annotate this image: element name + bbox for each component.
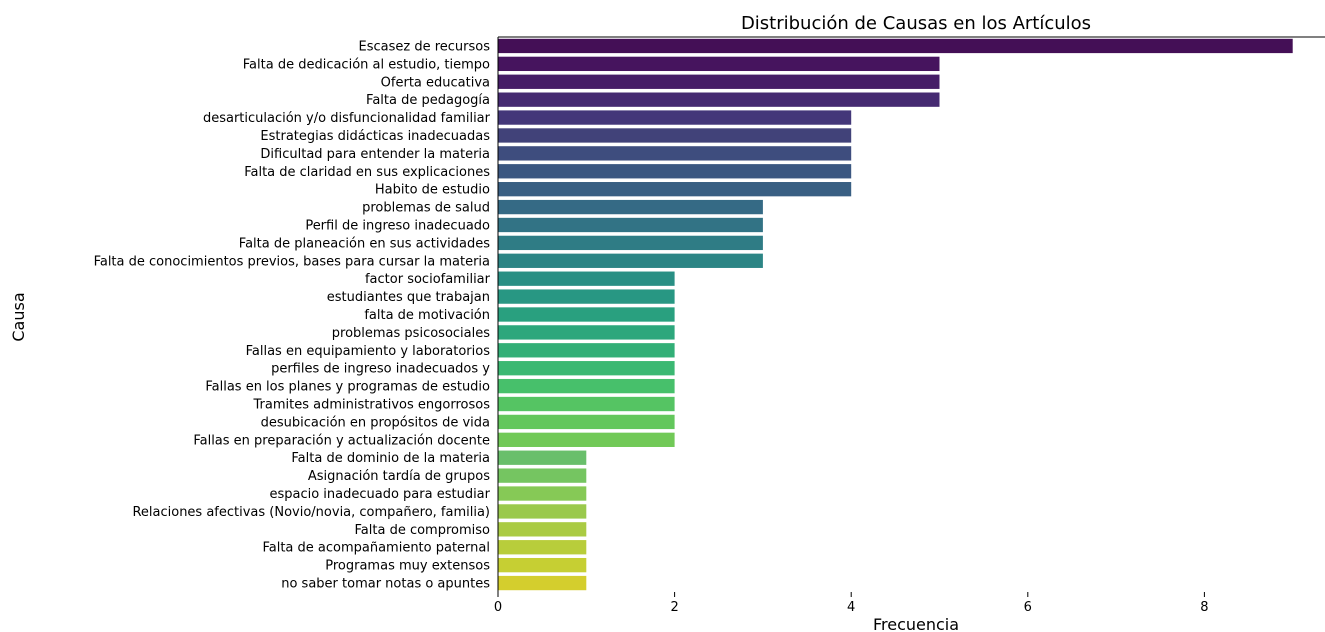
y-axis-title: Causa xyxy=(9,292,28,341)
bar-27 xyxy=(498,504,587,519)
x-tick-label: 4 xyxy=(847,600,855,615)
category-label: Fallas en preparación y actualización do… xyxy=(193,433,490,448)
category-label: Habito de estudio xyxy=(375,183,490,198)
bar-7 xyxy=(498,146,852,161)
bar-28 xyxy=(498,522,587,537)
category-label: Falta de conocimientos previos, bases pa… xyxy=(94,254,490,269)
category-label: Relaciones afectivas (Novio/novia, compa… xyxy=(132,505,490,520)
chart-title: Distribución de Causas en los Artículos xyxy=(741,13,1091,34)
category-label: problemas de salud xyxy=(362,201,490,216)
category-label: falta de motivación xyxy=(364,308,490,323)
category-label: Dificultad para entender la materia xyxy=(260,147,490,162)
category-label: problemas psicosociales xyxy=(332,326,490,341)
bar-22 xyxy=(498,414,675,430)
x-tick-label: 6 xyxy=(1024,600,1032,615)
category-label: espacio inadecuado para estudiar xyxy=(269,487,490,502)
category-label: Escasez de recursos xyxy=(359,39,491,54)
bar-11 xyxy=(498,217,763,233)
bar-5 xyxy=(498,110,852,125)
bar-24 xyxy=(498,450,587,465)
category-label: Asignación tardía de grupos xyxy=(308,469,490,484)
bar-10 xyxy=(498,199,763,215)
category-label: Falta de pedagogía xyxy=(366,93,490,108)
bar-12 xyxy=(498,235,763,251)
category-label: Tramites administrativos engorrosos xyxy=(253,398,491,413)
category-label: Falta de compromiso xyxy=(355,523,491,538)
category-label: no saber tomar notas o apuntes xyxy=(281,577,490,592)
bar-31 xyxy=(498,575,587,591)
category-label: Oferta educativa xyxy=(381,75,490,90)
bar-13 xyxy=(498,253,763,268)
category-label: Perfil de ingreso inadecuado xyxy=(305,218,490,233)
bars xyxy=(498,38,1293,591)
bar-3 xyxy=(498,74,940,89)
category-label: Falta de dominio de la materia xyxy=(291,451,490,466)
bar-16 xyxy=(498,307,675,322)
bar-30 xyxy=(498,557,587,573)
category-label: Programas muy extensos xyxy=(325,559,490,574)
bar-4 xyxy=(498,92,940,107)
bar-17 xyxy=(498,325,675,340)
bar-21 xyxy=(498,396,675,412)
bar-14 xyxy=(498,271,675,286)
x-tick-label: 2 xyxy=(670,600,678,615)
category-label: factor sociofamiliar xyxy=(365,272,491,287)
category-label: Falta de dedicación al estudio, tiempo xyxy=(243,57,490,72)
bar-18 xyxy=(498,343,675,358)
bar-23 xyxy=(498,432,675,447)
bar-15 xyxy=(498,289,675,304)
bar-8 xyxy=(498,164,852,179)
category-label: Falta de planeación en sus actividades xyxy=(239,236,490,251)
category-label: Estrategias didácticas inadecuadas xyxy=(260,129,490,144)
bar-9 xyxy=(498,182,852,197)
bar-25 xyxy=(498,468,587,483)
bar-29 xyxy=(498,540,587,555)
bar-19 xyxy=(498,361,675,376)
category-label: Fallas en los planes y programas de estu… xyxy=(205,380,490,395)
category-label: Fallas en equipamiento y laboratorios xyxy=(246,344,491,359)
bar-20 xyxy=(498,378,675,394)
x-tick-label: 0 xyxy=(494,600,502,615)
category-labels: Escasez de recursos Falta de dedicación a… xyxy=(94,39,491,591)
category-label: perfiles de ingreso inadecuados y xyxy=(271,362,490,377)
axes: 0 2 4 6 8 xyxy=(494,36,1325,615)
bar-6 xyxy=(498,128,852,143)
bar-1 xyxy=(498,38,1293,54)
category-label: desarticulación y/o disfuncionalidad fam… xyxy=(203,111,491,126)
category-label: desubicación en propósitos de vida xyxy=(261,415,490,430)
bar-26 xyxy=(498,486,587,501)
x-axis-title: Frecuencia xyxy=(873,615,959,632)
category-label: estudiantes que trabajan xyxy=(327,290,490,305)
category-label: Falta de acompañamiento paternal xyxy=(262,541,490,556)
x-tick-label: 8 xyxy=(1200,600,1208,615)
category-label: Falta de claridad en sus explicaciones xyxy=(244,165,490,180)
bar-2 xyxy=(498,56,940,72)
